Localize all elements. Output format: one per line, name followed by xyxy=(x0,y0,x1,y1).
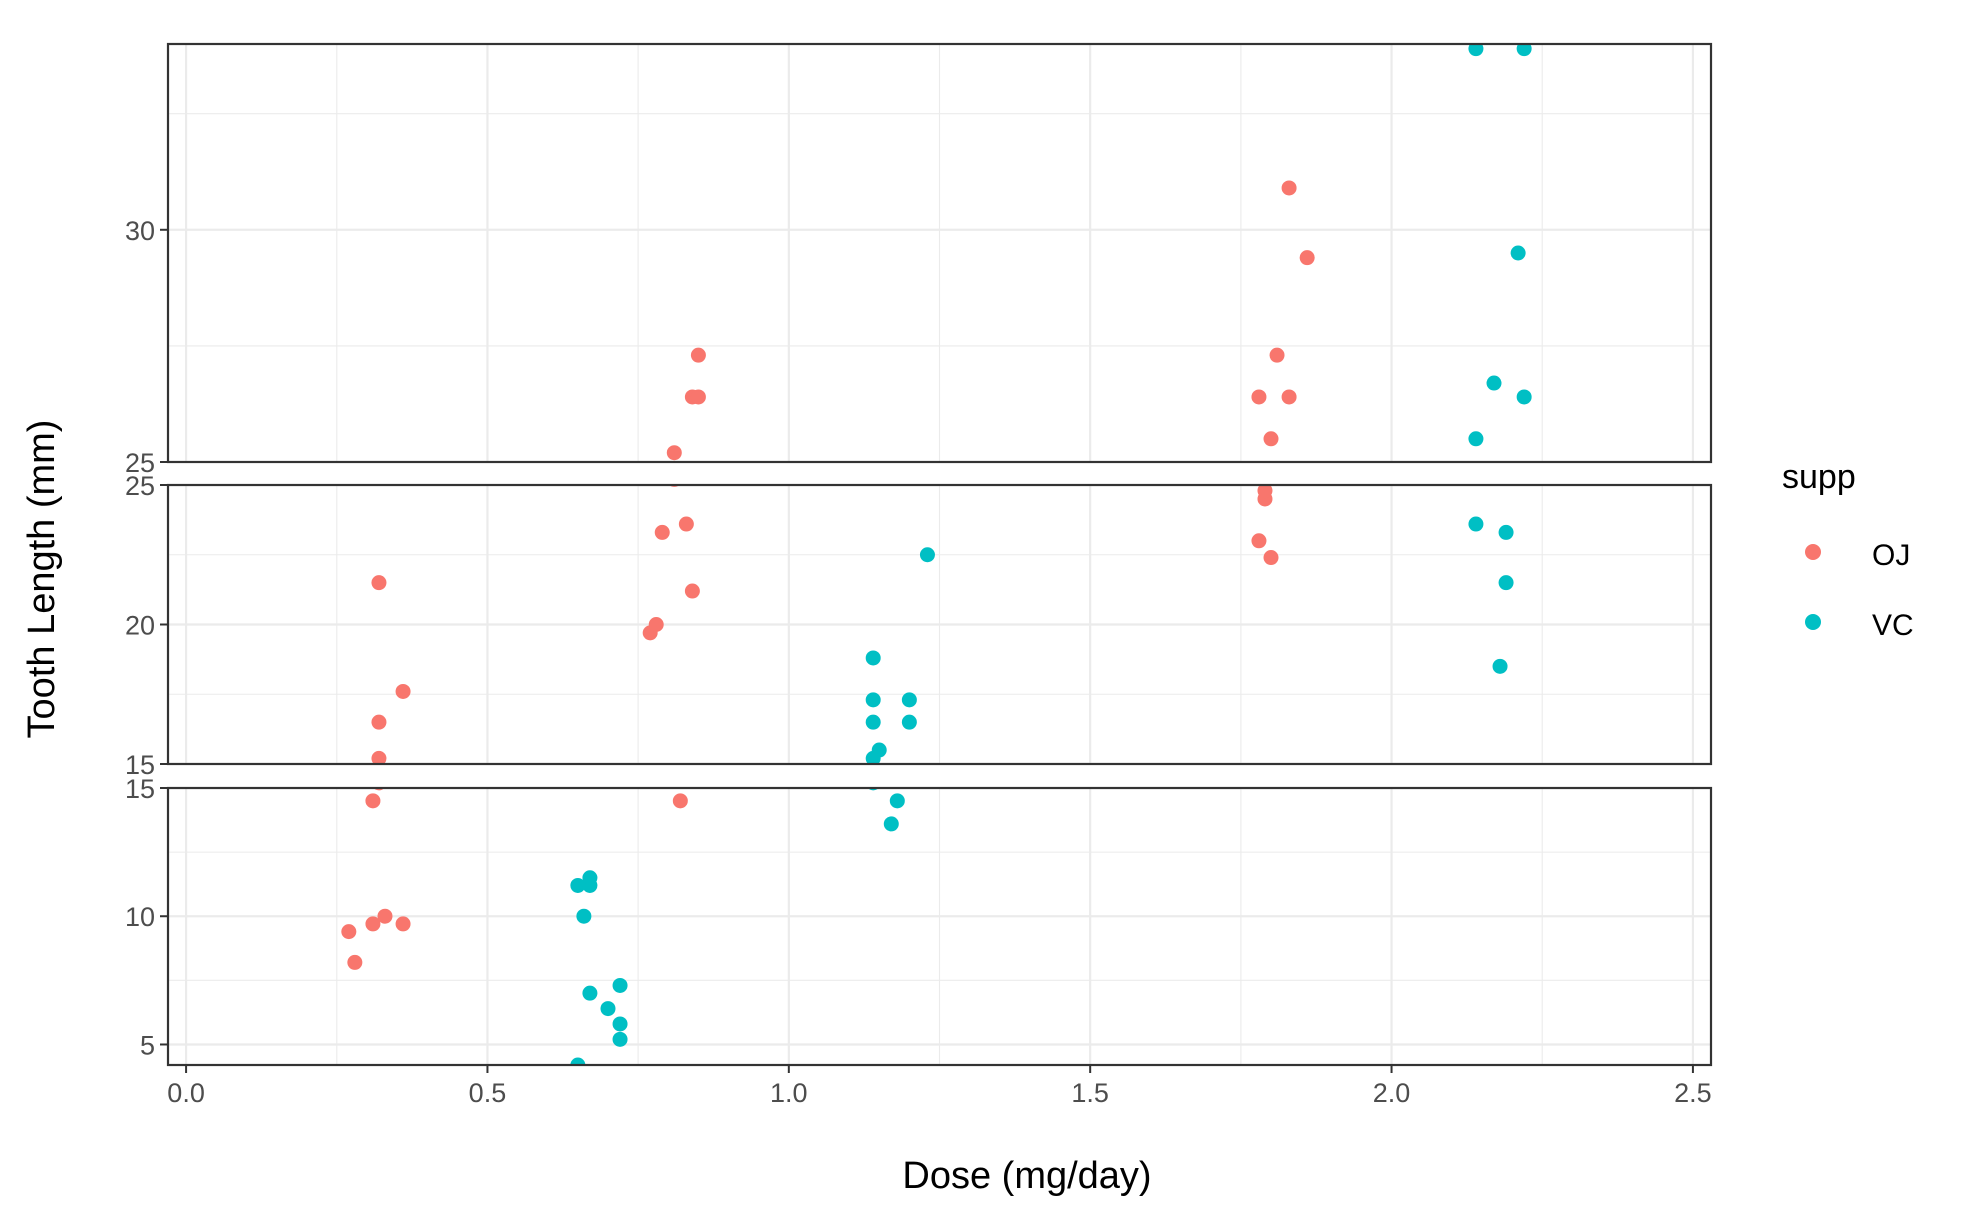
data-point-vc xyxy=(1492,658,1508,674)
data-point-oj xyxy=(672,793,688,809)
data-point-oj xyxy=(365,916,381,932)
panel-grid xyxy=(168,485,1711,764)
y-tick-label: 10 xyxy=(125,902,155,932)
data-point-vc xyxy=(1468,431,1484,447)
data-point-oj xyxy=(371,575,387,591)
x-tick-label: 2.5 xyxy=(1674,1078,1712,1108)
plot-panels: 25 30 15 20 25 5 10 15 xyxy=(125,42,1713,1067)
x-axis: 0.0 0.5 1.0 1.5 2.0 2.5 xyxy=(167,1065,1712,1108)
data-point-oj xyxy=(1251,389,1267,405)
data-point-vc xyxy=(612,1016,628,1032)
data-point-vc xyxy=(871,742,887,758)
y-tick-label: 5 xyxy=(140,1030,155,1060)
legend-label-oj: OJ xyxy=(1872,539,1910,572)
data-point-oj xyxy=(684,583,700,599)
data-point-oj xyxy=(1269,347,1285,363)
data-point-oj xyxy=(1263,431,1279,447)
data-point-oj xyxy=(347,954,363,970)
data-point-vc xyxy=(570,1057,586,1065)
panel-border xyxy=(166,786,1713,1067)
data-point-oj xyxy=(1257,485,1273,499)
legend-title: supp xyxy=(1782,458,1856,496)
data-point-vc xyxy=(600,1001,616,1017)
data-point-oj xyxy=(678,516,694,532)
data-point-vc xyxy=(919,547,935,563)
data-point-vc xyxy=(1468,516,1484,532)
data-point-vc xyxy=(1486,375,1502,391)
data-point-vc xyxy=(612,1031,628,1047)
data-point-vc xyxy=(1510,245,1526,261)
data-point-vc xyxy=(1468,44,1484,57)
data-point-vc xyxy=(1516,389,1532,405)
panel-grid xyxy=(168,788,1711,1065)
data-point-oj xyxy=(666,445,682,461)
data-point-vc xyxy=(1516,44,1532,57)
panel-3: 5 10 15 xyxy=(125,774,1713,1067)
data-point-vc xyxy=(1498,575,1514,591)
data-point-vc xyxy=(865,714,881,730)
data-point-vc xyxy=(901,714,917,730)
y-tick-label: 30 xyxy=(125,216,155,246)
legend-label-vc: VC xyxy=(1872,609,1914,642)
data-point-oj xyxy=(395,683,411,699)
panel-2: 15 20 25 xyxy=(125,471,1713,780)
data-point-oj xyxy=(395,916,411,932)
panel-1: 25 30 xyxy=(125,42,1713,479)
y-tick-label: 15 xyxy=(125,774,155,804)
panel-points xyxy=(371,485,1514,764)
y-tick-label: 15 xyxy=(125,750,155,780)
data-point-oj xyxy=(1263,550,1279,566)
data-point-oj xyxy=(1251,533,1267,549)
y-tick-label: 20 xyxy=(125,611,155,641)
data-point-vc xyxy=(883,816,899,832)
data-point-oj xyxy=(377,908,393,924)
x-tick-label: 0.0 xyxy=(167,1078,205,1108)
data-point-oj xyxy=(341,924,357,940)
data-point-oj xyxy=(371,750,387,764)
panel-border xyxy=(166,42,1713,464)
data-point-oj xyxy=(1281,389,1297,405)
legend-key-oj xyxy=(1805,544,1821,560)
legend-key-vc xyxy=(1805,614,1821,630)
data-point-vc xyxy=(1498,524,1514,540)
data-point-vc xyxy=(576,908,592,924)
panel-border xyxy=(166,483,1713,766)
data-point-oj xyxy=(371,714,387,730)
x-tick-label: 1.5 xyxy=(1071,1078,1109,1108)
y-tick-label: 25 xyxy=(125,448,155,478)
panel-points xyxy=(341,788,905,1065)
panel-grid xyxy=(168,44,1711,462)
data-point-vc xyxy=(582,985,598,1001)
y-axis-label: Tooth Length (mm) xyxy=(21,420,63,739)
panel-points xyxy=(666,44,1532,479)
data-point-vc xyxy=(582,870,598,886)
data-point-oj xyxy=(365,793,381,809)
x-tick-label: 1.0 xyxy=(770,1078,808,1108)
data-point-vc xyxy=(570,877,586,893)
data-point-oj xyxy=(690,347,706,363)
data-point-oj xyxy=(1281,180,1297,196)
x-tick-label: 2.0 xyxy=(1373,1078,1411,1108)
data-point-oj xyxy=(648,617,664,632)
data-point-oj xyxy=(690,389,706,405)
x-tick-label: 0.5 xyxy=(469,1078,507,1108)
data-point-vc xyxy=(865,692,881,708)
data-point-oj xyxy=(1257,464,1272,479)
x-axis-label: Dose (mg/day) xyxy=(902,1155,1151,1197)
data-point-vc xyxy=(889,793,905,809)
data-point-oj xyxy=(654,524,670,540)
data-point-vc xyxy=(612,977,628,993)
data-point-vc xyxy=(865,650,881,666)
legend: supp OJ VC xyxy=(1782,458,1914,642)
data-point-vc xyxy=(901,692,917,708)
data-point-oj xyxy=(1299,250,1315,266)
y-tick-label: 25 xyxy=(125,471,155,501)
